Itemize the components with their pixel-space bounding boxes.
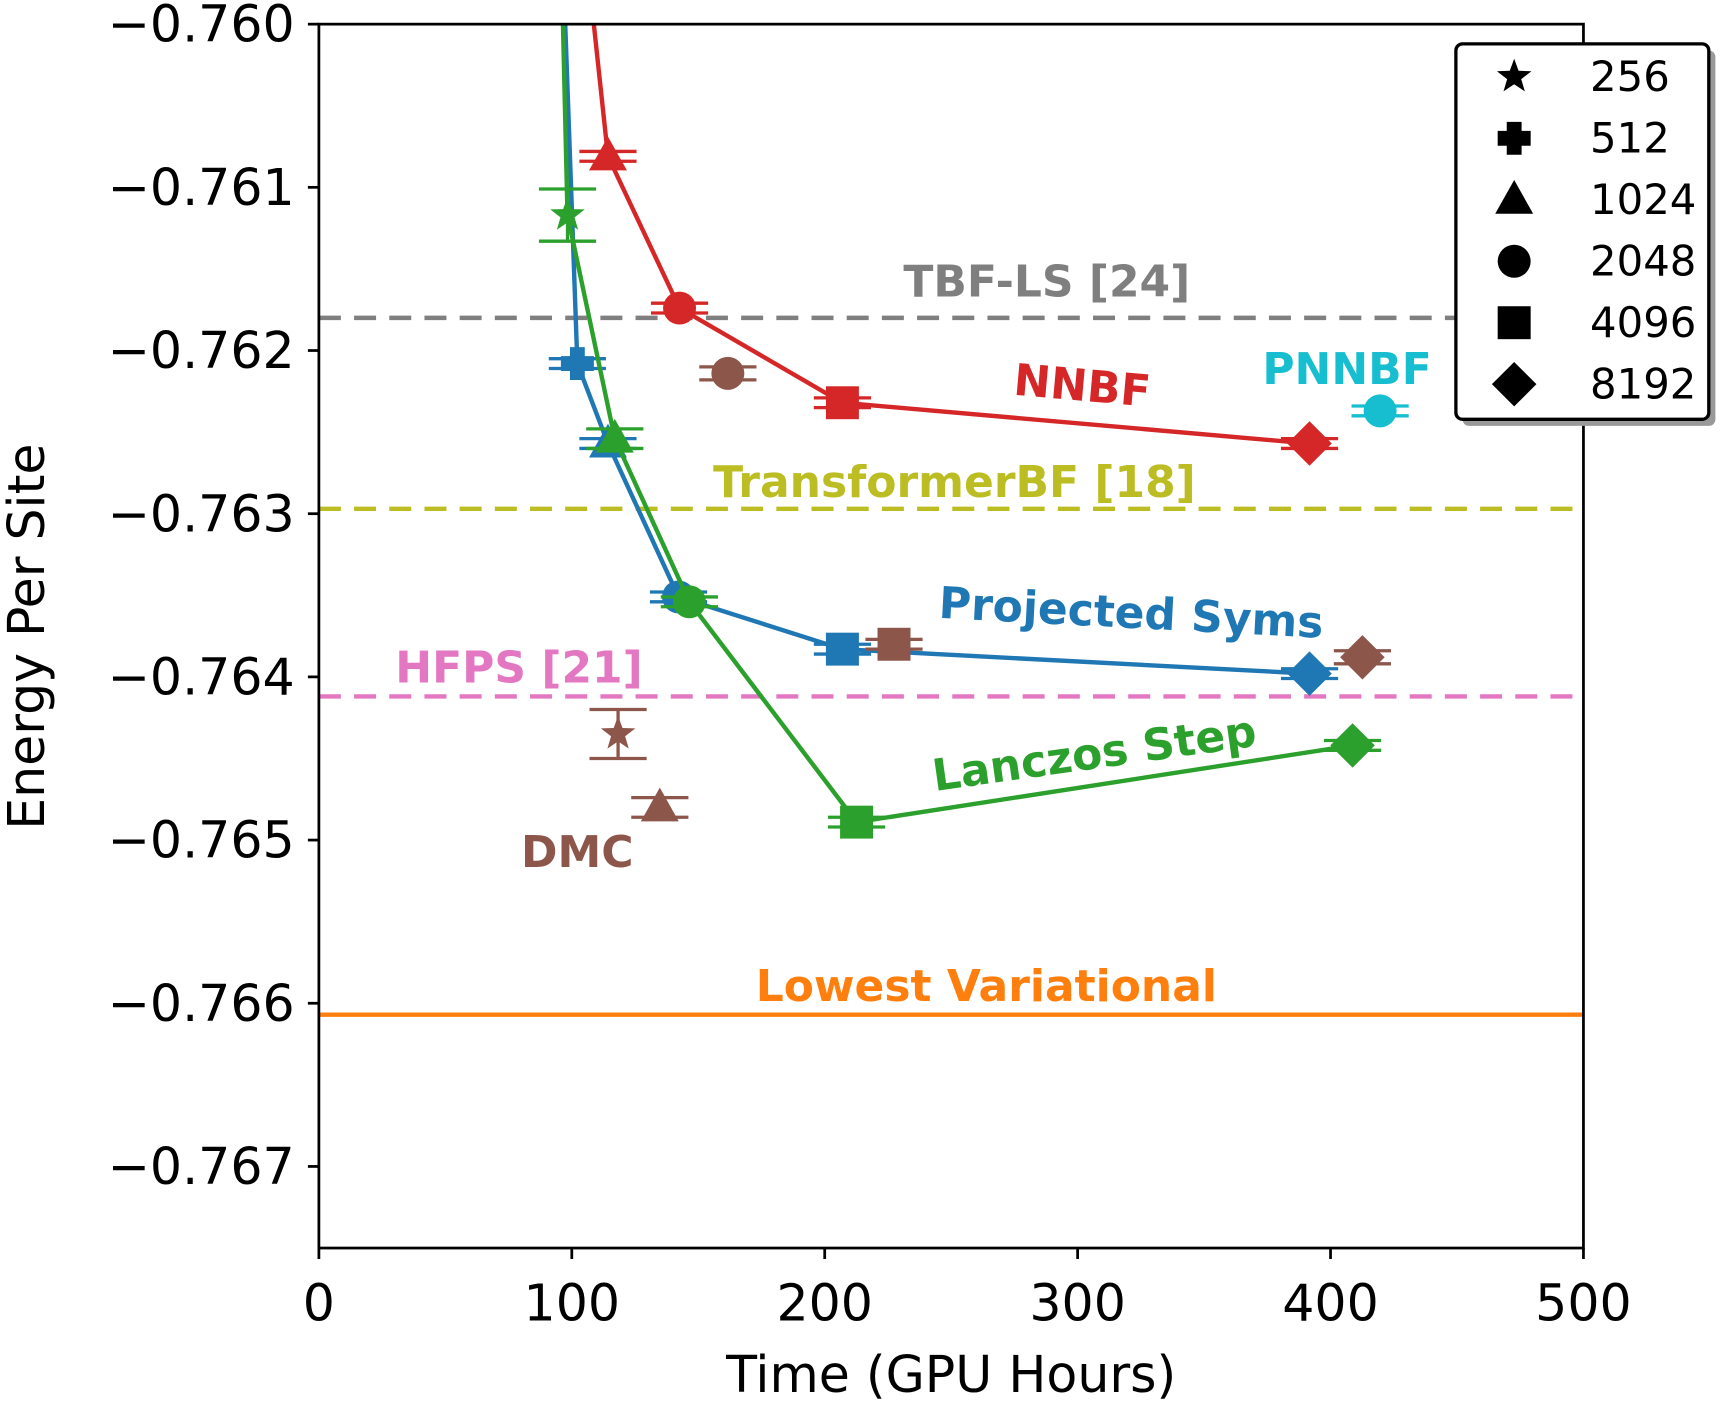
data-point-triangle bbox=[595, 418, 634, 453]
y-tick-label: −0.765 bbox=[108, 811, 295, 870]
legend-label: 4096 bbox=[1590, 298, 1696, 347]
y-axis-label: Energy Per Site bbox=[0, 444, 56, 830]
data-point-square bbox=[825, 386, 859, 420]
x-tick-label: 100 bbox=[524, 1274, 621, 1333]
legend-label: 1024 bbox=[1590, 175, 1696, 224]
series-line bbox=[563, 24, 1310, 676]
x-tick-label: 200 bbox=[776, 1274, 873, 1333]
y-tick-label: −0.767 bbox=[108, 1137, 295, 1196]
data-point-circle bbox=[663, 291, 697, 325]
y-tick-label: −0.762 bbox=[108, 321, 295, 380]
reference-line-label: HFPS [21] bbox=[395, 643, 642, 694]
legend-marker-star bbox=[1496, 58, 1532, 92]
y-tick-label: −0.766 bbox=[108, 974, 295, 1033]
legend-label: 512 bbox=[1590, 114, 1670, 163]
legend-label: 256 bbox=[1590, 52, 1670, 101]
reference-line-label: Lowest Variational bbox=[756, 961, 1217, 1012]
x-tick-label: 0 bbox=[303, 1274, 335, 1333]
data-point-diamond bbox=[1287, 421, 1332, 466]
series-nnbf bbox=[579, 23, 1339, 466]
data-point-diamond bbox=[1287, 651, 1332, 696]
legend-label: 2048 bbox=[1590, 237, 1696, 286]
x-axis-label: Time (GPU Hours) bbox=[725, 1345, 1176, 1404]
data-point-square bbox=[825, 632, 859, 666]
x-tick-label: 400 bbox=[1282, 1274, 1379, 1333]
data-point-circle bbox=[711, 356, 745, 390]
series-label: DMC bbox=[521, 827, 634, 878]
data-point-diamond bbox=[1330, 723, 1375, 768]
y-tick-label: −0.763 bbox=[108, 484, 295, 543]
data-point-square bbox=[877, 627, 911, 661]
reference-line-label: TBF-LS [24] bbox=[903, 256, 1190, 307]
y-tick-label: −0.764 bbox=[108, 647, 295, 706]
legend-marker-square bbox=[1497, 306, 1531, 340]
x-tick-label: 300 bbox=[1029, 1274, 1126, 1333]
legend-marker-triangle bbox=[1495, 180, 1534, 214]
series-pnnbf bbox=[1351, 394, 1409, 428]
series-line bbox=[560, 24, 1353, 825]
data-point-triangle bbox=[640, 787, 679, 822]
data-point-triangle bbox=[588, 136, 627, 171]
series-dmc bbox=[589, 356, 1391, 822]
x-tick-label: 500 bbox=[1535, 1274, 1632, 1333]
data-point-square bbox=[840, 805, 874, 839]
data-point-circle bbox=[672, 585, 706, 619]
data-point-diamond bbox=[1340, 635, 1385, 680]
series-label: Projected Syms bbox=[938, 578, 1325, 649]
y-tick-label: −0.760 bbox=[108, 0, 295, 54]
reference-line-label: TransformerBF [18] bbox=[713, 457, 1196, 508]
legend-label: 8192 bbox=[1590, 359, 1696, 408]
data-point-plus bbox=[560, 347, 594, 381]
plot-frame bbox=[317, 22, 1585, 1250]
legend: 256 512 1024 2048 4096 8192 bbox=[1454, 42, 1716, 426]
legend-marker-circle bbox=[1497, 244, 1531, 278]
series-lanczos-step bbox=[538, 24, 1382, 839]
legend-marker-diamond bbox=[1491, 361, 1537, 407]
data-point-star bbox=[550, 196, 585, 230]
legend-marker-plus bbox=[1497, 121, 1531, 155]
data-point-star bbox=[600, 715, 636, 749]
y-tick-label: −0.761 bbox=[108, 158, 295, 217]
series-label: PNNBF bbox=[1262, 344, 1431, 395]
series-label: NNBF bbox=[1012, 355, 1153, 418]
data-point-circle bbox=[1363, 394, 1397, 428]
